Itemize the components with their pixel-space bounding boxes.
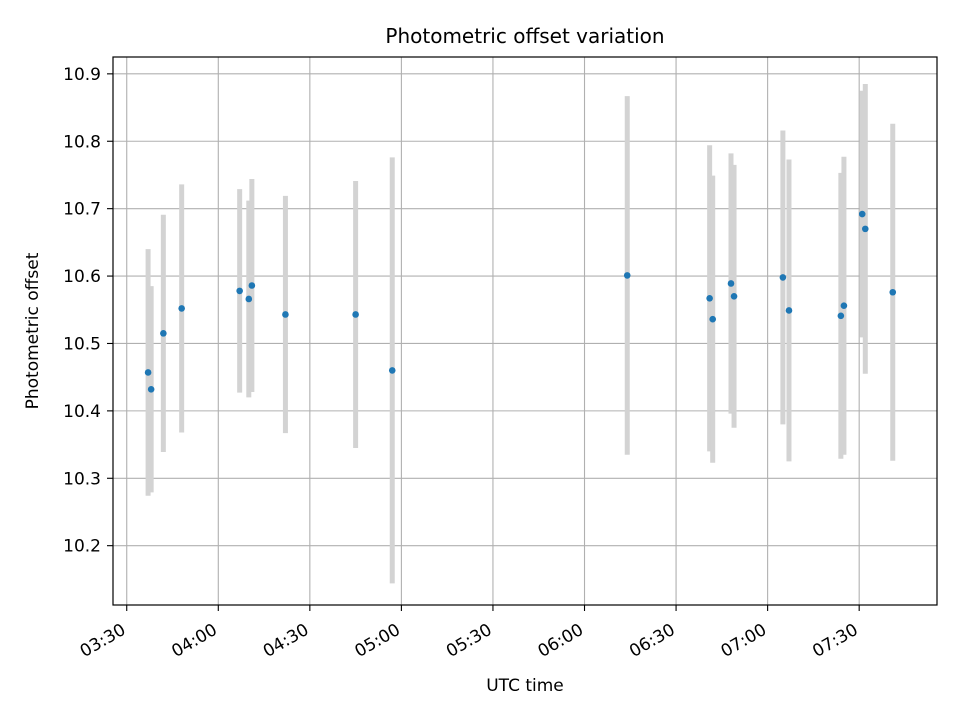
y-tick-label: 10.5 (63, 334, 101, 354)
data-point (248, 282, 256, 289)
data-point (236, 287, 243, 295)
data-point (144, 369, 152, 376)
x-axis-label: UTC time (486, 676, 564, 696)
data-point (178, 305, 185, 312)
data-points (144, 210, 897, 393)
data-point (623, 272, 631, 279)
y-tick-label: 10.3 (63, 469, 101, 489)
data-point (727, 280, 735, 287)
y-axis-ticks: 10.2 10.3 10.4 10.5 10.6 10.7 10.8 10.9 (63, 65, 113, 557)
data-point (352, 311, 359, 318)
data-point (245, 295, 253, 303)
data-point (861, 225, 869, 233)
y-tick-label: 10.8 (63, 132, 101, 152)
data-point (147, 386, 155, 393)
data-point (779, 274, 787, 281)
data-point (840, 302, 848, 310)
y-tick-label: 10.6 (63, 267, 101, 287)
y-tick-label: 10.2 (63, 537, 101, 557)
data-point (858, 210, 866, 218)
data-point (837, 312, 845, 320)
data-point (785, 307, 793, 314)
data-point (388, 367, 396, 374)
y-tick-label: 10.9 (63, 65, 101, 85)
chart-title: Photometric offset variation (385, 24, 664, 48)
y-tick-label: 10.4 (63, 402, 101, 422)
data-point (730, 292, 738, 300)
data-point (706, 295, 713, 302)
plot-frame (112, 56, 938, 606)
data-point (709, 315, 716, 323)
data-point (889, 288, 897, 296)
data-point (160, 330, 167, 337)
y-tick-label: 10.7 (63, 200, 101, 220)
y-axis-label: Photometric offset (23, 252, 43, 409)
grid (113, 57, 937, 605)
data-point (282, 311, 289, 318)
